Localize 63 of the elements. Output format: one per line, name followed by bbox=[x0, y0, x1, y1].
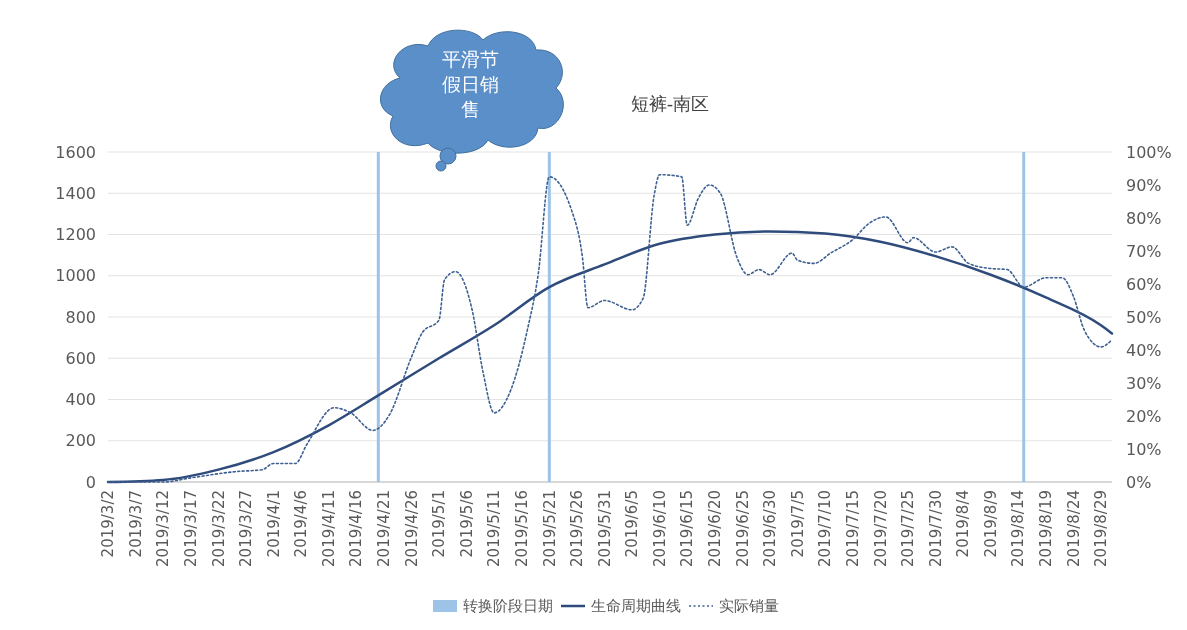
x-tick-label: 2019/3/12 bbox=[154, 490, 173, 567]
x-tick-label: 2019/6/30 bbox=[761, 490, 780, 567]
x-tick-label: 2019/4/16 bbox=[347, 490, 366, 567]
x-tick-label: 2019/8/4 bbox=[954, 490, 973, 558]
x-tick-label: 2019/8/19 bbox=[1037, 490, 1056, 567]
x-tick-label: 2019/3/22 bbox=[209, 490, 228, 567]
y-tick-label: 600 bbox=[65, 348, 96, 368]
x-tick-label: 2019/6/20 bbox=[706, 490, 725, 567]
y2-tick-label: 50% bbox=[1126, 307, 1162, 327]
y2-tick-label: 90% bbox=[1126, 175, 1162, 195]
x-tick-label: 2019/6/5 bbox=[623, 490, 642, 558]
y-tick-label: 200 bbox=[65, 431, 96, 451]
y2-tick-label: 20% bbox=[1126, 406, 1162, 426]
x-tick-label: 2019/5/26 bbox=[568, 490, 587, 567]
x-tick-label: 2019/5/11 bbox=[485, 490, 504, 567]
y-tick-label: 0 bbox=[85, 472, 96, 492]
x-tick-label: 2019/6/15 bbox=[678, 490, 697, 567]
chart-title: 短裤-南区 bbox=[630, 93, 710, 114]
x-tick-label: 2019/5/31 bbox=[595, 490, 614, 567]
y-tick-label: 1000 bbox=[55, 266, 96, 286]
y2-tick-label: 40% bbox=[1126, 340, 1162, 360]
y2-tick-label: 10% bbox=[1126, 439, 1162, 459]
y2-tick-label: 60% bbox=[1126, 274, 1162, 294]
x-tick-label: 2019/6/25 bbox=[733, 490, 752, 567]
legend-label: 转换阶段日期 bbox=[463, 597, 553, 616]
x-tick-label: 2019/4/11 bbox=[319, 490, 338, 567]
x-tick-label: 2019/7/5 bbox=[788, 490, 807, 558]
y2-tick-label: 0% bbox=[1126, 472, 1152, 492]
x-tick-label: 2019/4/21 bbox=[375, 490, 394, 567]
x-tick-label: 2019/7/20 bbox=[871, 490, 890, 567]
x-tick-label: 2019/8/9 bbox=[981, 490, 1000, 558]
y-tick-label: 400 bbox=[65, 390, 96, 410]
y-tick-label: 1600 bbox=[55, 142, 96, 162]
x-tick-label: 2019/3/27 bbox=[237, 490, 256, 567]
x-tick-label: 2019/5/6 bbox=[457, 490, 476, 558]
x-tick-label: 2019/8/14 bbox=[1009, 490, 1028, 567]
x-tick-label: 2019/6/10 bbox=[650, 490, 669, 567]
x-tick-label: 2019/3/7 bbox=[126, 490, 145, 558]
y2-tick-label: 70% bbox=[1126, 241, 1162, 261]
x-tick-label: 2019/8/24 bbox=[1064, 490, 1083, 567]
x-tick-label: 2019/3/17 bbox=[182, 490, 200, 567]
text: 平滑节假日销售 bbox=[441, 48, 499, 120]
x-tick-label: 2019/7/15 bbox=[843, 490, 862, 567]
y2-tick-label: 80% bbox=[1126, 208, 1162, 228]
x-tick-label: 2019/4/1 bbox=[264, 490, 283, 558]
x-tick-label: 2019/5/16 bbox=[512, 490, 531, 567]
legend-label: 生命周期曲线 bbox=[591, 597, 681, 616]
y2-tick-label: 100% bbox=[1126, 142, 1172, 162]
x-tick-label: 2019/3/2 bbox=[99, 490, 118, 558]
y-tick-label: 1200 bbox=[55, 225, 96, 245]
x-tick-label: 2019/5/21 bbox=[540, 490, 559, 567]
y2-tick-label: 30% bbox=[1126, 373, 1162, 393]
line-series bbox=[107, 173, 1113, 483]
y-tick-label: 800 bbox=[65, 307, 96, 327]
y-tick-label: 1400 bbox=[55, 183, 96, 203]
x-tick-label: 2019/8/29 bbox=[1092, 490, 1111, 567]
legend-label: 实际销量 bbox=[719, 597, 779, 616]
x-tick-label: 2019/4/26 bbox=[402, 490, 421, 567]
x-tick-label: 2019/4/6 bbox=[292, 490, 311, 558]
x-tick-label: 2019/5/1 bbox=[430, 490, 449, 558]
x-tick-label: 2019/7/10 bbox=[816, 490, 835, 567]
x-tick-label: 2019/7/25 bbox=[899, 490, 918, 567]
x-tick-label: 2019/7/30 bbox=[926, 490, 945, 567]
